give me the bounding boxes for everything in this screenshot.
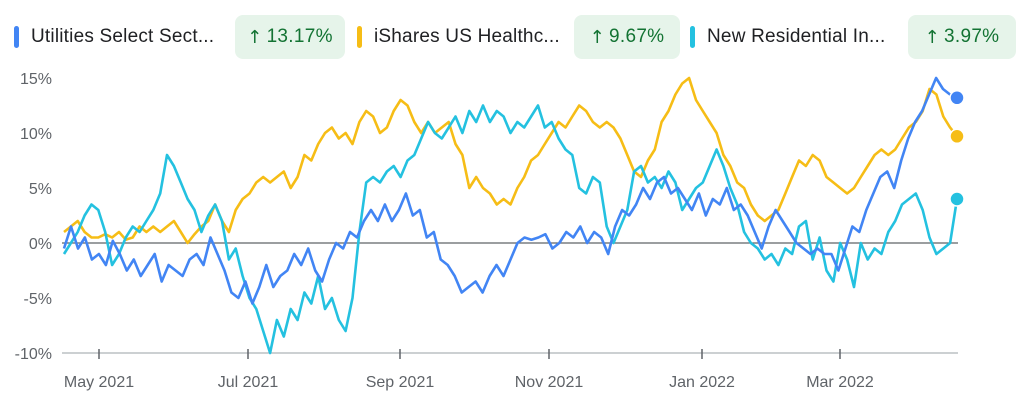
legend-color-marker (690, 26, 695, 48)
legend-label: Utilities Select Sect... (31, 26, 215, 47)
x-tick-label: Nov 2021 (515, 374, 584, 391)
x-axis: May 2021 Jul 2021 Sep 2021 Nov 2021 Jan 2022… (64, 349, 874, 391)
y-tick-label: 15% (20, 71, 52, 88)
x-tick-label: Jan 2022 (669, 374, 735, 391)
change-badge: ↑ 9.67% (574, 15, 680, 59)
x-tick-label: Mar 2022 (806, 374, 874, 391)
series-end-marker[interactable] (949, 128, 965, 145)
legend: Utilities Select Sect... ↑ 13.17% iShares… (0, 12, 1024, 62)
y-axis-labels: 15% 10% 5% 0% -5% -10% (15, 71, 52, 363)
series-line[interactable] (62, 104, 959, 355)
legend-label: New Residential In... (707, 26, 886, 47)
y-tick-label: 5% (29, 181, 52, 198)
change-badge: ↑ 13.17% (235, 15, 345, 59)
legend-label: iShares US Healthc... (374, 26, 560, 47)
series-end-marker[interactable] (949, 191, 965, 207)
arrow-up-icon: ↑ (924, 26, 940, 48)
y-tick-label: -10% (15, 346, 52, 363)
y-tick-label: -5% (24, 291, 52, 308)
arrow-up-icon: ↑ (589, 26, 605, 48)
legend-item-utilities[interactable]: Utilities Select Sect... (14, 12, 214, 62)
x-tick-label: May 2021 (64, 374, 134, 391)
legend-item-newresidential[interactable]: New Residential In... (690, 12, 885, 62)
y-tick-label: 10% (20, 126, 52, 143)
end-markers (949, 90, 965, 207)
change-badge: ↑ 3.97% (908, 15, 1016, 59)
x-tick-label: Jul 2021 (218, 374, 279, 391)
series-end-marker[interactable] (949, 90, 965, 106)
legend-color-marker (14, 26, 19, 48)
series-lines (62, 76, 959, 355)
arrow-up-icon: ↑ (247, 26, 263, 48)
change-value: 9.67% (609, 26, 665, 47)
series-line[interactable] (62, 76, 958, 305)
y-tick-label: 0% (29, 236, 52, 253)
x-tick-label: Sep 2021 (366, 374, 435, 391)
change-value: 3.97% (944, 26, 1000, 47)
change-value: 13.17% (266, 26, 333, 47)
legend-color-marker (357, 26, 362, 48)
legend-item-healthcare[interactable]: iShares US Healthc... (357, 12, 560, 62)
